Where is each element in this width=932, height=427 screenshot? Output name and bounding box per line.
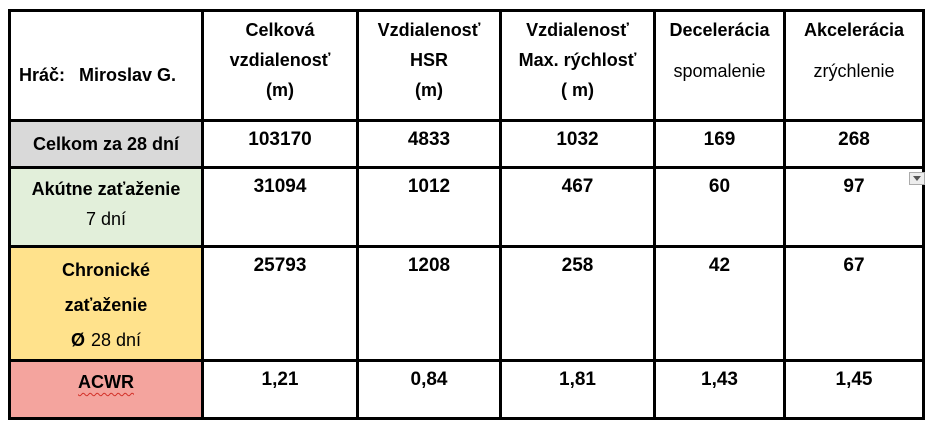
cell-hsr-acwr[interactable]: 0,84 bbox=[359, 362, 499, 417]
row-label-text: zaťaženie bbox=[64, 295, 148, 315]
dropdown-arrow-icon[interactable] bbox=[909, 172, 925, 185]
training-load-table: Hráč: Miroslav G. Celková vzdialenosť (m… bbox=[8, 9, 925, 420]
header-subtitle: zrýchlenie bbox=[813, 61, 895, 81]
cell-maxspeed-acwr[interactable]: 1,81 bbox=[502, 362, 653, 417]
cell-decel-chronic[interactable]: 42 bbox=[656, 248, 783, 359]
header-line: Celková bbox=[245, 20, 315, 40]
row-label-acwr[interactable]: ACWR bbox=[11, 362, 201, 417]
header-line: HSR bbox=[409, 50, 448, 70]
cell-maxspeed-28d[interactable]: 1032 bbox=[502, 122, 653, 166]
cell-decel-28d[interactable]: 169 bbox=[656, 122, 783, 166]
value-text: 42 bbox=[708, 255, 731, 276]
value-text: 1,45 bbox=[835, 369, 873, 390]
header-line: Akcelerácia bbox=[803, 20, 905, 40]
value-text: 31094 bbox=[253, 176, 307, 197]
cell-total-distance-chronic[interactable]: 25793 bbox=[204, 248, 356, 359]
value-text: 169 bbox=[703, 129, 736, 150]
row-label-subtext: 28 dní bbox=[90, 330, 142, 350]
value-text: 1,43 bbox=[701, 369, 738, 390]
cell-maxspeed-acute[interactable]: 467 bbox=[502, 169, 653, 245]
header-line: Max. rýchlosť bbox=[518, 50, 637, 70]
header-line: Decelerácia bbox=[669, 20, 770, 40]
value-text: 1,81 bbox=[559, 369, 596, 390]
col-header-max-speed-distance[interactable]: Vzdialenosť Max. rýchlosť ( m) bbox=[502, 12, 653, 119]
row-label-total-28-days[interactable]: Celkom za 28 dní bbox=[11, 122, 201, 166]
cell-accel-acute[interactable]: 97 bbox=[786, 169, 922, 245]
col-header-deceleration[interactable]: Decelerácia spomalenie bbox=[656, 12, 783, 119]
cell-maxspeed-chronic[interactable]: 258 bbox=[502, 248, 653, 359]
cell-decel-acute[interactable]: 60 bbox=[656, 169, 783, 245]
header-unit: ( m) bbox=[561, 80, 594, 100]
cell-total-distance-28d[interactable]: 103170 bbox=[204, 122, 356, 166]
col-header-total-distance[interactable]: Celková vzdialenosť (m) bbox=[204, 12, 356, 119]
header-line: vzdialenosť bbox=[229, 50, 331, 70]
value-text: 1032 bbox=[556, 129, 599, 150]
header-unit: (m) bbox=[266, 80, 294, 100]
value-text: 4833 bbox=[407, 129, 451, 150]
value-text: 60 bbox=[708, 176, 731, 197]
col-header-hsr-distance[interactable]: Vzdialenosť HSR (m) bbox=[359, 12, 499, 119]
value-text: 467 bbox=[561, 176, 594, 197]
row-label-text: Chronické bbox=[61, 260, 151, 280]
col-header-acceleration[interactable]: Akcelerácia zrýchlenie bbox=[786, 12, 922, 119]
value-text: 1012 bbox=[407, 176, 451, 197]
header-subtitle: spomalenie bbox=[673, 61, 766, 81]
cell-total-distance-acute[interactable]: 31094 bbox=[204, 169, 356, 245]
triangle-down-icon bbox=[913, 176, 921, 181]
value-text: 0,84 bbox=[410, 369, 448, 390]
cell-accel-chronic[interactable]: 67 bbox=[786, 248, 922, 359]
value-text: 97 bbox=[843, 176, 865, 197]
value-text: 268 bbox=[838, 129, 870, 150]
row-label-text: Akútne zaťaženie bbox=[31, 179, 181, 199]
cell-total-distance-acwr[interactable]: 1,21 bbox=[204, 362, 356, 417]
cell-hsr-acute[interactable]: 1012 bbox=[359, 169, 499, 245]
cell-decel-acwr[interactable]: 1,43 bbox=[656, 362, 783, 417]
value-text: 25793 bbox=[253, 255, 307, 276]
row-label-acute-load[interactable]: Akútne zaťaženie 7 dní bbox=[11, 169, 201, 245]
value-text: 103170 bbox=[248, 129, 312, 150]
value-text: 1208 bbox=[407, 255, 451, 276]
row-label-text: Celkom za 28 dní bbox=[32, 134, 180, 154]
avg-symbol: Ø bbox=[70, 330, 85, 350]
value-text: 67 bbox=[843, 255, 865, 276]
row-label-text: ACWR bbox=[78, 372, 134, 392]
cell-accel-28d[interactable]: 268 bbox=[786, 122, 922, 166]
player-name: Miroslav G. bbox=[79, 65, 177, 85]
header-unit: (m) bbox=[415, 80, 443, 100]
header-line: Vzdialenosť bbox=[377, 20, 481, 40]
row-label-subtext: 7 dní bbox=[85, 209, 127, 229]
row-label-chronic-load[interactable]: Chronické zaťaženie Ø 28 dní bbox=[11, 248, 201, 359]
cell-hsr-chronic[interactable]: 1208 bbox=[359, 248, 499, 359]
cell-accel-acwr[interactable]: 1,45 bbox=[786, 362, 922, 417]
cell-hsr-28d[interactable]: 4833 bbox=[359, 122, 499, 166]
value-text: 258 bbox=[561, 255, 594, 276]
player-label: Hráč: bbox=[19, 65, 66, 85]
header-line: Vzdialenosť bbox=[526, 20, 629, 40]
value-text: 1,21 bbox=[261, 369, 299, 390]
player-header-cell[interactable]: Hráč: Miroslav G. bbox=[11, 12, 201, 119]
